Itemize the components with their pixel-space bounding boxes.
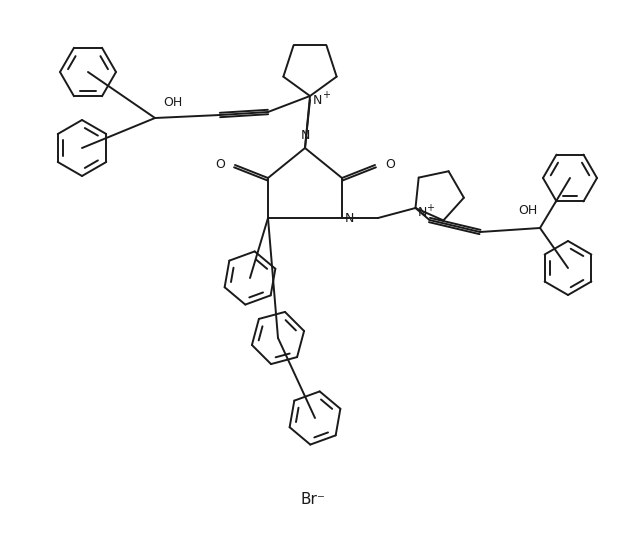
Text: Br⁻: Br⁻: [300, 492, 325, 507]
Text: N: N: [345, 211, 354, 225]
Text: O: O: [215, 159, 225, 171]
Text: N: N: [313, 94, 322, 107]
Text: N: N: [300, 129, 310, 142]
Text: N: N: [418, 206, 427, 219]
Text: +: +: [426, 203, 435, 213]
Text: +: +: [322, 90, 330, 100]
Text: OH: OH: [164, 97, 182, 109]
Text: OH: OH: [519, 204, 537, 216]
Text: O: O: [385, 159, 395, 171]
